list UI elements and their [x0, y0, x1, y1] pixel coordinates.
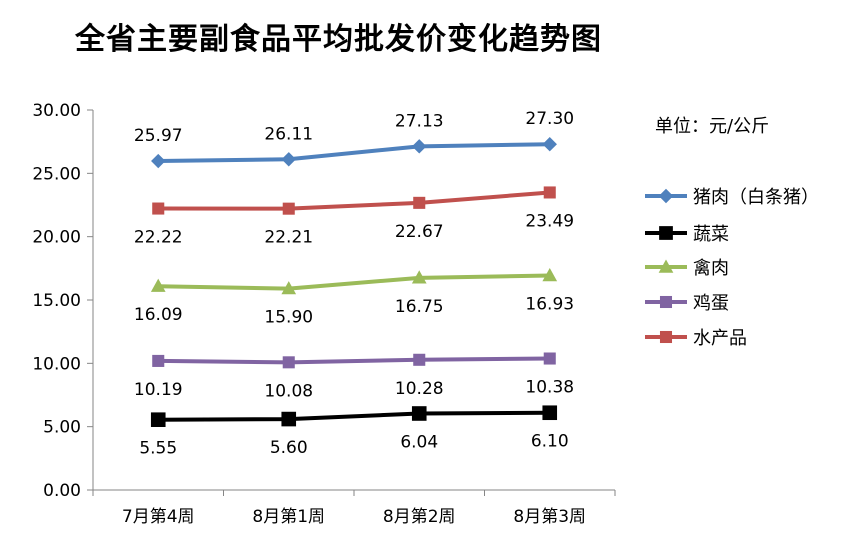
data-point: [542, 405, 558, 421]
y-tick-label: 0.00: [43, 481, 81, 501]
series-line-3: [158, 356, 550, 365]
legend-label: 猪肉（白条猪）: [693, 187, 819, 208]
data-point: [411, 406, 427, 421]
y-tick-label: 5.00: [43, 418, 81, 438]
data-label: 10.38: [525, 378, 574, 398]
legend-swatch: [645, 188, 687, 204]
data-point: [281, 281, 297, 295]
axes: 0.00 5.00 10.00 15.00 20.00 25.00 30.00 7月第4周 8月…: [32, 101, 616, 527]
data-point: [413, 353, 426, 366]
legend-marker: [658, 188, 674, 204]
data-label: 22.21: [264, 228, 313, 248]
y-tick-label: 10.00: [32, 354, 81, 374]
data-point: [152, 202, 165, 215]
data-point: [282, 202, 295, 215]
data-point: [281, 152, 296, 167]
data-label: 10.08: [264, 381, 313, 401]
legend-marker: [659, 226, 673, 240]
data-point: [150, 278, 166, 292]
legend-item: 水产品: [643, 326, 747, 349]
x-tick-label: 8月第1周: [252, 507, 325, 527]
data-label: 22.67: [395, 222, 444, 242]
legend-item: 禽肉: [643, 256, 729, 279]
data-label: 25.97: [134, 126, 183, 146]
legend-label: 蔬菜: [693, 224, 729, 245]
y-tick-label: 25.00: [32, 164, 81, 184]
data-label: 16.93: [525, 295, 574, 315]
data-labels: 25.97 26.11 27.13 27.30 5.55 5.60 6.04 6.10 16.0…: [134, 109, 574, 459]
data-point: [542, 268, 558, 282]
data-label: 23.49: [525, 211, 574, 231]
data-label: 6.04: [400, 432, 438, 452]
legend-swatch: [645, 330, 687, 344]
data-label: 22.22: [134, 228, 183, 248]
data-label: 27.30: [525, 109, 574, 129]
data-point: [412, 139, 427, 154]
data-label: 10.19: [134, 380, 183, 400]
data-point: [413, 196, 426, 209]
legend-item: 猪肉（白条猪）: [643, 185, 819, 208]
data-point: [152, 354, 165, 367]
series-lines: [158, 142, 550, 422]
data-label: 26.11: [264, 124, 313, 144]
series-line-0: [158, 142, 550, 164]
legend-swatch: [645, 226, 687, 240]
chart-title: 全省主要副食品平均批发价变化趋势图: [75, 22, 602, 57]
data-point: [281, 411, 297, 427]
unit-label: 单位：元/公斤: [655, 116, 770, 137]
data-label: 16.09: [134, 305, 183, 325]
series-line-2: [158, 273, 550, 291]
data-label: 10.28: [395, 379, 444, 399]
legend-marker: [659, 330, 673, 344]
legend-label: 水产品: [693, 328, 747, 349]
series-line-1: [158, 410, 550, 422]
x-tick-label: 7月第4周: [122, 507, 195, 527]
data-label: 16.75: [395, 297, 444, 317]
y-tick-label: 30.00: [32, 101, 81, 121]
legend-item: 鸡蛋: [643, 291, 729, 314]
data-label: 27.13: [395, 111, 444, 131]
series-markers: [150, 136, 558, 427]
y-tick-label: 15.00: [32, 291, 81, 311]
y-tick-label: 20.00: [32, 228, 81, 248]
legend-marker: [659, 295, 673, 309]
x-tick-label: 8月第2周: [383, 507, 456, 527]
data-label: 5.60: [270, 438, 308, 458]
data-point: [543, 352, 556, 365]
x-tick-label: 8月第3周: [513, 507, 586, 527]
data-point: [150, 412, 166, 427]
series-line-4: [158, 190, 550, 211]
data-label: 5.55: [139, 439, 177, 459]
legend-item: 蔬菜: [643, 222, 729, 245]
data-point: [543, 186, 556, 199]
data-point: [282, 356, 295, 369]
legend-swatch: [645, 259, 687, 273]
legend-marker: [658, 259, 674, 273]
legend-swatch: [645, 295, 687, 309]
data-point: [542, 136, 557, 152]
data-point: [151, 153, 166, 169]
legend-label: 鸡蛋: [693, 293, 729, 314]
data-point: [411, 270, 427, 284]
data-label: 15.90: [264, 308, 313, 328]
legend-label: 禽肉: [693, 258, 729, 279]
data-label: 6.10: [531, 432, 569, 452]
